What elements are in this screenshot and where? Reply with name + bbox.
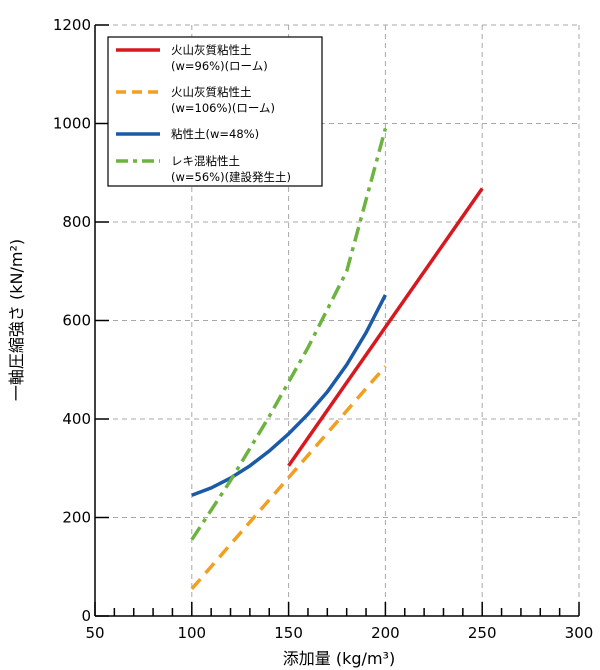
- y-tick-label: 800: [62, 213, 91, 231]
- x-tick-label: 200: [371, 624, 400, 642]
- legend-label-3: 粘性土(w=48%): [171, 127, 259, 141]
- x-tick-label: 150: [274, 624, 303, 642]
- series-line-2: [190, 365, 387, 591]
- series-line-4: [190, 127, 388, 541]
- legend: 火山灰質粘性土 (w=96%)(ローム) 火山灰質粘性土 (w=106%)(ローム) 粘…: [107, 36, 323, 187]
- legend-label-2: (w=106%)(ローム): [171, 101, 275, 115]
- x-tick-label: 100: [177, 624, 206, 642]
- y-tick-label: 200: [62, 509, 91, 527]
- axis-ticks: [94, 24, 580, 617]
- x-tick-label: 250: [468, 624, 497, 642]
- series-line-1: [287, 187, 484, 467]
- legend-label-4: レキ混粘性土: [171, 154, 240, 168]
- y-axis-title: 一軸圧縮強さ (kN/m²): [7, 239, 26, 401]
- y-tick-label: 1200: [53, 16, 91, 34]
- y-tick-label: 600: [62, 312, 91, 330]
- y-tick-label: 1000: [53, 115, 91, 133]
- tick-labels: 50 100 150 200 250 300 0 200 400 600 800 1000 1200: [53, 16, 594, 642]
- series-line-3: [191, 294, 387, 497]
- y-tick-label: 400: [62, 410, 91, 428]
- legend-label-4: (w=56%)(建設発生土): [171, 170, 291, 184]
- x-tick-label: 300: [565, 624, 594, 642]
- legend-label-1: 火山灰質粘性土: [171, 43, 252, 57]
- series-lines: [190, 127, 484, 591]
- legend-label-2: 火山灰質粘性土: [171, 85, 252, 99]
- x-axis-title: 添加量 (kg/m³): [283, 649, 395, 668]
- x-tick-label: 50: [85, 624, 104, 642]
- y-tick-label: 0: [81, 607, 91, 625]
- legend-label-1: (w=96%)(ローム): [171, 59, 268, 73]
